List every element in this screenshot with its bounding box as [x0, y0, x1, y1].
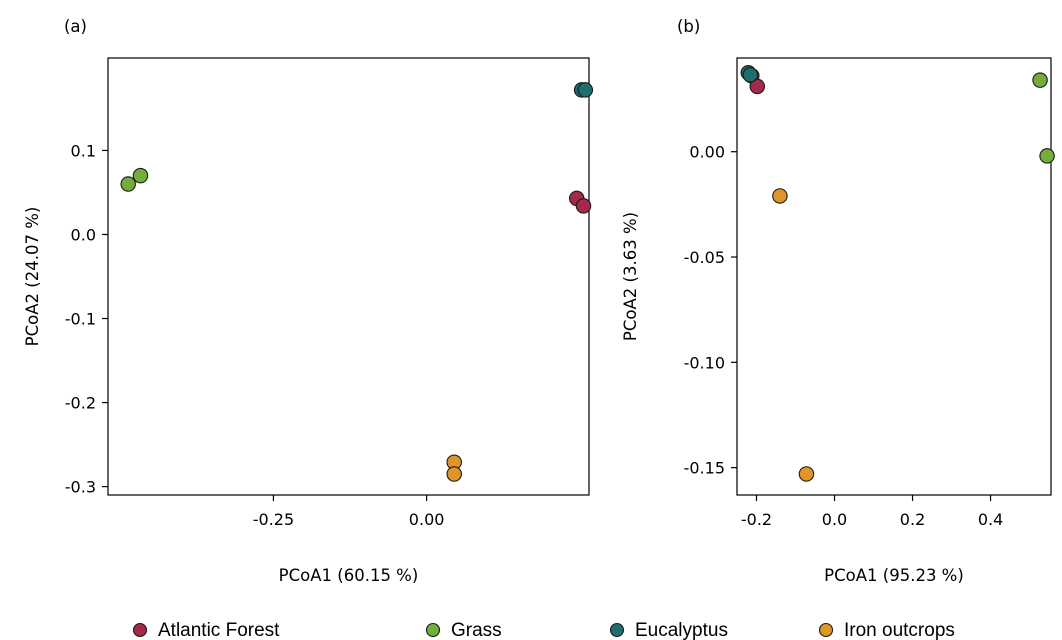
legend-label-atlantic-forest: Atlantic Forest	[158, 620, 280, 640]
legend-marker-grass	[425, 622, 441, 638]
point-grass	[132, 167, 149, 184]
x-tick-label: 0.2	[900, 510, 925, 529]
point-iron-outcrops	[798, 466, 815, 482]
x-axis-label: PCoA1 (60.15 %)	[279, 566, 419, 585]
x-tick-label: 0.0	[822, 510, 847, 529]
y-tick-label: 0.00	[689, 143, 725, 162]
legend-marker-atlantic-forest	[132, 622, 148, 638]
point-atlantic-forest	[575, 198, 592, 214]
point-iron-outcrops	[772, 188, 788, 204]
legend-marker-iron-outcrops	[818, 622, 834, 638]
legend-marker-eucalyptus	[609, 622, 625, 638]
legend-label-grass: Grass	[451, 620, 502, 640]
point-grass	[120, 176, 136, 192]
legend: Atlantic Forest Grass Eucalyptus Iron outcr…	[132, 620, 955, 640]
x-tick-label: -0.2	[741, 510, 772, 529]
legend-label-iron-outcrops: Iron outcrops	[844, 620, 955, 640]
legend-label-eucalyptus: Eucalyptus	[635, 620, 728, 640]
point-grass	[1032, 72, 1048, 88]
panel-b: (b) -0.2 0.0 0.2 0.4 0.00 -0.05 -0.10 -0.15 PCoA1…	[621, 17, 1055, 585]
y-tick-label: -0.2	[65, 394, 96, 413]
y-tick-label: -0.10	[684, 353, 725, 372]
y-axis-label: PCoA2 (24.07 %)	[23, 207, 42, 347]
y-tick-label: -0.1	[65, 310, 96, 329]
x-axis-label: PCoA1 (95.23 %)	[824, 566, 964, 585]
y-axis-label: PCoA2 (3.63 %)	[621, 212, 640, 341]
plot-frame	[736, 57, 1052, 496]
point-eucalyptus	[742, 67, 759, 83]
y-tick-label: -0.15	[684, 459, 725, 478]
y-tick-label: 0.1	[71, 141, 96, 160]
x-tick-label: -0.25	[253, 510, 294, 529]
panel-a: (a) -0.25 0.00 0.1 0.0 -0.1 -0.2 -0.3 PCoA1 (60.…	[23, 17, 594, 585]
panel-label: (a)	[64, 17, 87, 36]
point-iron-outcrops	[446, 466, 462, 482]
x-tick-label: 0.4	[978, 510, 1003, 529]
plot-frame	[107, 57, 590, 496]
y-tick-label: -0.05	[684, 248, 725, 267]
x-tick-label: 0.00	[409, 510, 445, 529]
y-tick-label: -0.3	[65, 478, 96, 497]
y-tick-label: 0.0	[71, 225, 96, 244]
point-atlantic-forest	[749, 78, 766, 95]
panel-label: (b)	[677, 17, 700, 36]
point-eucalyptus	[577, 82, 594, 98]
point-grass	[1039, 148, 1055, 164]
